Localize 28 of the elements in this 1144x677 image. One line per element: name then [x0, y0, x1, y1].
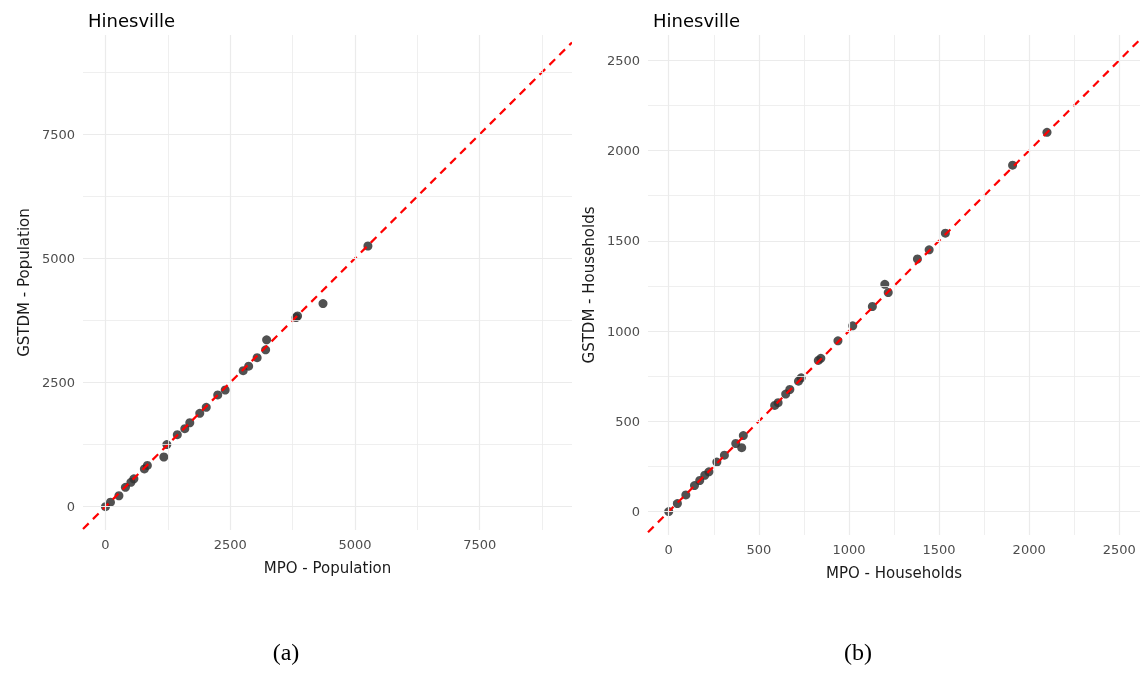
x-tick-label: 2500: [213, 537, 247, 552]
y-tick-label: 1000: [606, 323, 640, 339]
x-tick-label: 2500: [1102, 542, 1136, 557]
y-tick-label: 2500: [41, 375, 75, 391]
y-axis-title: GSTDM - Households: [579, 206, 598, 364]
x-tick-label: 1000: [832, 542, 866, 557]
y-tick-label: 5000: [41, 250, 75, 266]
y-tick-label: 1500: [606, 233, 640, 249]
y-axis-title: GSTDM - Population: [14, 208, 33, 357]
y-tick-label: 0: [631, 504, 640, 520]
y-tick-label: 2000: [606, 143, 640, 159]
x-axis-title: MPO - Households: [826, 563, 963, 582]
y-tick-label: 0: [66, 499, 75, 515]
x-tick-label: 1500: [922, 542, 956, 557]
x-tick-label: 0: [101, 537, 110, 552]
chart-title: Hinesville: [653, 9, 741, 31]
x-tick-label: 500: [746, 542, 772, 557]
x-tick-label: 5000: [338, 537, 372, 552]
x-tick-label: 7500: [463, 537, 497, 552]
x-tick-label: 0: [664, 542, 673, 557]
x-axis-title: MPO - Population: [263, 558, 392, 577]
y-tick-label: 2500: [606, 52, 640, 68]
chart-title: Hinesville: [88, 9, 176, 31]
text: (a): [272, 639, 300, 665]
y-tick-label: 7500: [41, 126, 75, 142]
text: (b): [844, 639, 872, 665]
x-tick-label: 2000: [1012, 542, 1046, 557]
y-tick-label: 500: [615, 413, 640, 429]
